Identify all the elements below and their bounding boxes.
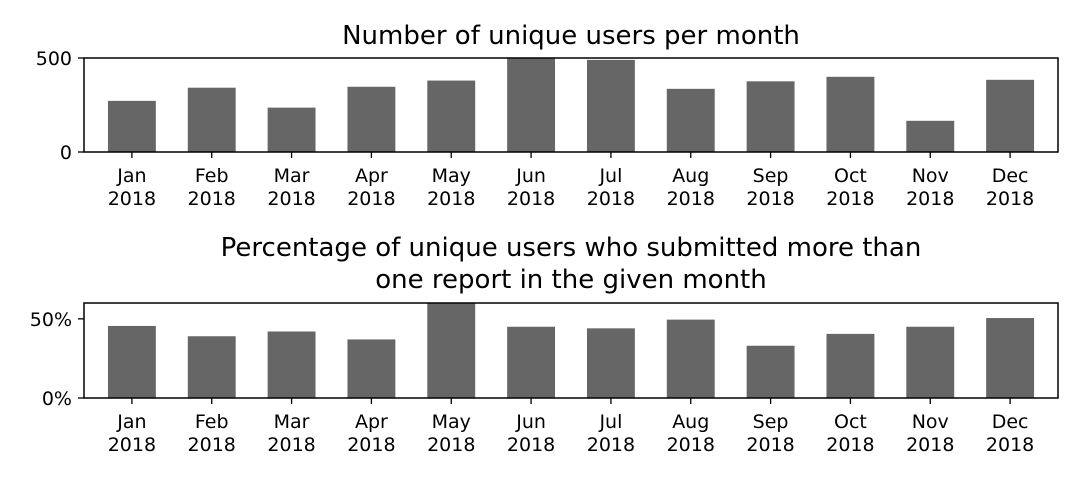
bar: [427, 303, 476, 398]
x-tick-label: 2018: [986, 434, 1034, 456]
x-tick-label: Apr: [355, 165, 388, 187]
bar: [107, 325, 156, 398]
x-tick-label: 2018: [906, 188, 954, 210]
bar: [826, 76, 875, 152]
x-tick-label: 2018: [267, 434, 315, 456]
bar: [746, 345, 795, 398]
bar: [666, 319, 715, 398]
chart-title: one report in the given month: [375, 265, 766, 295]
bar: [507, 58, 556, 152]
x-tick-label: 2018: [347, 188, 395, 210]
x-tick-label: 2018: [188, 434, 236, 456]
x-tick-label: 2018: [826, 434, 874, 456]
x-tick-label: Jan: [116, 411, 146, 433]
bar: [427, 80, 476, 152]
bar: [507, 326, 556, 398]
y-tick-label: 500: [36, 48, 72, 70]
y-tick-label: 0: [60, 142, 72, 164]
bar: [986, 318, 1035, 398]
x-tick-label: Jun: [515, 165, 546, 187]
bar: [826, 333, 875, 398]
x-tick-label: Dec: [992, 165, 1029, 187]
x-tick-label: Jul: [598, 165, 622, 187]
bar: [347, 86, 396, 152]
x-tick-label: 2018: [746, 188, 794, 210]
x-tick-label: 2018: [347, 434, 395, 456]
x-tick-label: Dec: [992, 411, 1029, 433]
bar: [267, 331, 316, 398]
x-tick-label: 2018: [267, 188, 315, 210]
bar: [906, 326, 955, 398]
x-tick-label: Feb: [195, 411, 229, 433]
x-tick-label: 2018: [427, 434, 475, 456]
chart-multi-report-percentage: Percentage of unique users who submitted…: [30, 233, 1059, 456]
x-tick-label: Nov: [912, 165, 949, 187]
bar: [187, 336, 236, 398]
x-tick-label: Apr: [355, 411, 388, 433]
x-tick-label: Mar: [274, 165, 310, 187]
x-tick-label: 2018: [906, 434, 954, 456]
x-tick-label: 2018: [826, 188, 874, 210]
y-tick-label: 0%: [42, 388, 72, 410]
x-tick-label: Oct: [834, 411, 867, 433]
bar: [107, 100, 156, 152]
x-tick-label: Aug: [672, 411, 709, 433]
x-tick-label: 2018: [587, 188, 635, 210]
x-tick-label: 2018: [188, 188, 236, 210]
x-tick-label: Jun: [515, 411, 546, 433]
chart-title: Number of unique users per month: [342, 21, 800, 51]
x-tick-label: Sep: [753, 165, 789, 187]
x-tick-label: Feb: [195, 165, 229, 187]
x-tick-label: Sep: [753, 411, 789, 433]
x-tick-label: 2018: [507, 434, 555, 456]
bar: [267, 107, 316, 152]
bar: [666, 88, 715, 152]
bar: [906, 120, 955, 152]
chart-unique-users: Number of unique users per month0500Jan2…: [36, 21, 1059, 210]
x-tick-label: 2018: [507, 188, 555, 210]
y-tick-label: 50%: [30, 309, 72, 331]
bar: [586, 59, 635, 152]
x-tick-label: Aug: [672, 165, 709, 187]
x-tick-label: 2018: [108, 434, 156, 456]
x-tick-label: Jul: [598, 411, 622, 433]
x-tick-label: 2018: [667, 434, 715, 456]
bar: [986, 79, 1035, 152]
x-tick-label: 2018: [108, 188, 156, 210]
x-tick-label: 2018: [746, 434, 794, 456]
x-tick-label: May: [432, 165, 471, 187]
x-tick-label: 2018: [986, 188, 1034, 210]
bar: [347, 339, 396, 398]
bar: [746, 81, 795, 152]
x-tick-label: Mar: [274, 411, 310, 433]
x-tick-label: 2018: [427, 188, 475, 210]
x-tick-label: Jan: [116, 165, 146, 187]
bar: [586, 328, 635, 398]
x-tick-label: 2018: [587, 434, 635, 456]
x-tick-label: Oct: [834, 165, 867, 187]
bar: [187, 87, 236, 152]
chart-title: Percentage of unique users who submitted…: [221, 233, 922, 263]
x-tick-label: 2018: [667, 188, 715, 210]
x-tick-label: May: [432, 411, 471, 433]
axes-frame: [83, 57, 1059, 153]
x-tick-label: Nov: [912, 411, 949, 433]
axes-frame: [83, 302, 1059, 399]
